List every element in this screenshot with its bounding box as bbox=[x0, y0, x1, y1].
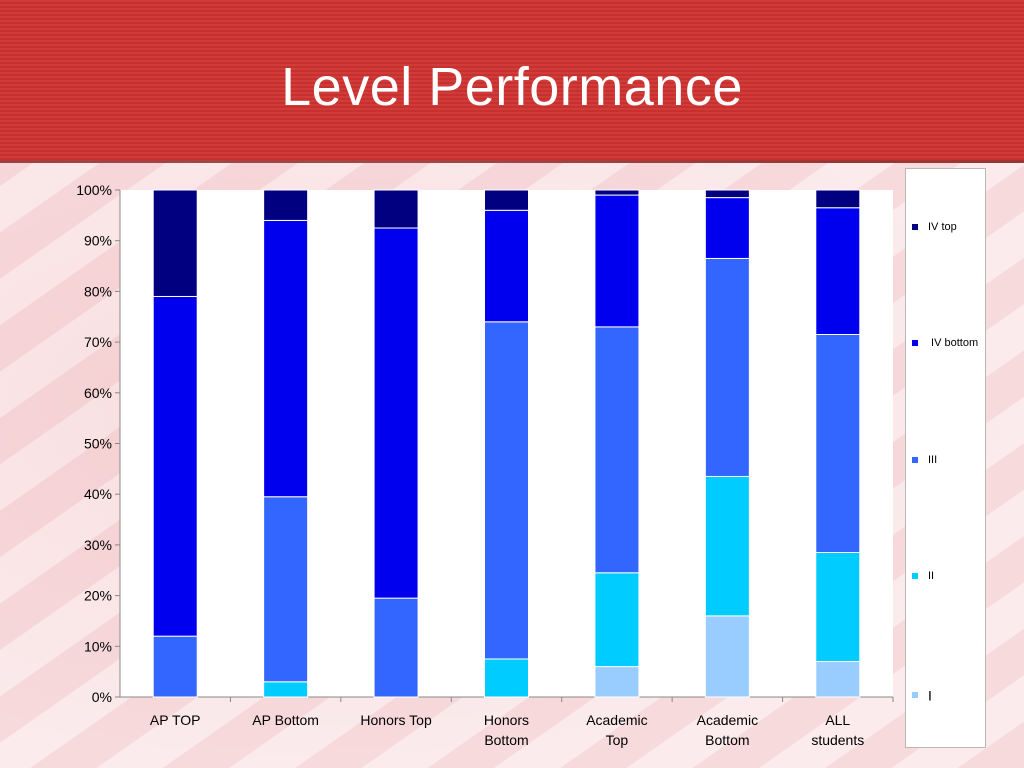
legend-swatch-i bbox=[912, 692, 918, 699]
bar-segment bbox=[594, 326, 640, 574]
legend-label-ii: II bbox=[928, 570, 935, 583]
x-tick-label: AP TOP bbox=[150, 712, 201, 728]
legend-item-iv-top: IV top bbox=[912, 221, 957, 233]
bar-segment bbox=[263, 189, 309, 221]
x-tick-label: Honors Bottom bbox=[484, 712, 529, 748]
bar-segment bbox=[704, 475, 750, 617]
bar-segment bbox=[594, 194, 640, 328]
y-tick-label: 80% bbox=[84, 283, 112, 299]
bar-segment bbox=[373, 227, 419, 599]
legend-label-iv-bottom: IV bottom bbox=[928, 337, 979, 350]
slide-title: Level Performance bbox=[281, 57, 743, 117]
legend-swatch-iv-bottom bbox=[912, 340, 918, 347]
legend-label-i: I bbox=[928, 687, 932, 704]
bar-segment bbox=[704, 189, 750, 199]
y-tick-label: 20% bbox=[84, 588, 112, 604]
bar-segment bbox=[704, 615, 750, 698]
y-tick-label: 10% bbox=[84, 638, 112, 654]
bar-segment bbox=[815, 661, 861, 698]
legend-item-ii: II bbox=[912, 570, 934, 582]
legend-item-iv-bottom: IV bottom bbox=[912, 337, 978, 349]
legend-swatch-ii bbox=[912, 573, 918, 580]
y-tick-label: 40% bbox=[84, 486, 112, 502]
bar-segment bbox=[484, 321, 529, 660]
y-tick-label: 90% bbox=[84, 233, 112, 249]
x-tick-label: ALL students bbox=[811, 712, 864, 748]
bar-segment bbox=[815, 207, 861, 335]
bar-segment bbox=[704, 197, 750, 259]
y-tick-label: 100% bbox=[76, 182, 112, 198]
legend-swatch-iv-top bbox=[912, 224, 918, 231]
y-tick-label: 30% bbox=[84, 537, 112, 553]
bar-segment bbox=[704, 257, 750, 477]
bar-segment bbox=[152, 295, 198, 637]
bar-segment bbox=[484, 658, 529, 698]
legend-label-iv-top: IV top bbox=[928, 221, 957, 234]
y-tick-label: 50% bbox=[84, 436, 112, 452]
bar-segment bbox=[263, 681, 309, 698]
bar-segment bbox=[373, 189, 419, 229]
bar-segment bbox=[263, 496, 309, 683]
legend-item-iii: III bbox=[912, 454, 937, 466]
bar-segment bbox=[263, 219, 309, 498]
x-tick-label: Academic Top bbox=[586, 712, 647, 748]
bar-segment bbox=[815, 189, 861, 209]
bar-segment bbox=[815, 552, 861, 663]
y-tick-label: 60% bbox=[84, 385, 112, 401]
y-tick-label: 70% bbox=[84, 334, 112, 350]
bar-segment bbox=[484, 209, 529, 323]
legend-swatch-iii bbox=[912, 457, 918, 464]
legend-label-iii: III bbox=[928, 454, 938, 467]
title-banner: Level Performance bbox=[0, 0, 1024, 163]
legend-item-i: I bbox=[912, 686, 932, 703]
bar-segment bbox=[373, 597, 419, 698]
bar-segment bbox=[152, 189, 198, 297]
x-tick-label: Honors Top bbox=[360, 712, 432, 728]
bar-segment bbox=[594, 666, 640, 698]
bar-segment bbox=[594, 572, 640, 668]
chart-legend: IV top IV bottom III II I bbox=[905, 168, 986, 748]
bar-segment bbox=[594, 189, 640, 196]
x-tick-label: AP Bottom bbox=[252, 712, 319, 728]
bar-segment bbox=[152, 635, 198, 698]
bar-segment bbox=[484, 189, 529, 211]
y-tick-label: 0% bbox=[92, 689, 112, 705]
bar-segment bbox=[815, 333, 861, 554]
x-tick-label: Academic Bottom bbox=[697, 712, 758, 748]
